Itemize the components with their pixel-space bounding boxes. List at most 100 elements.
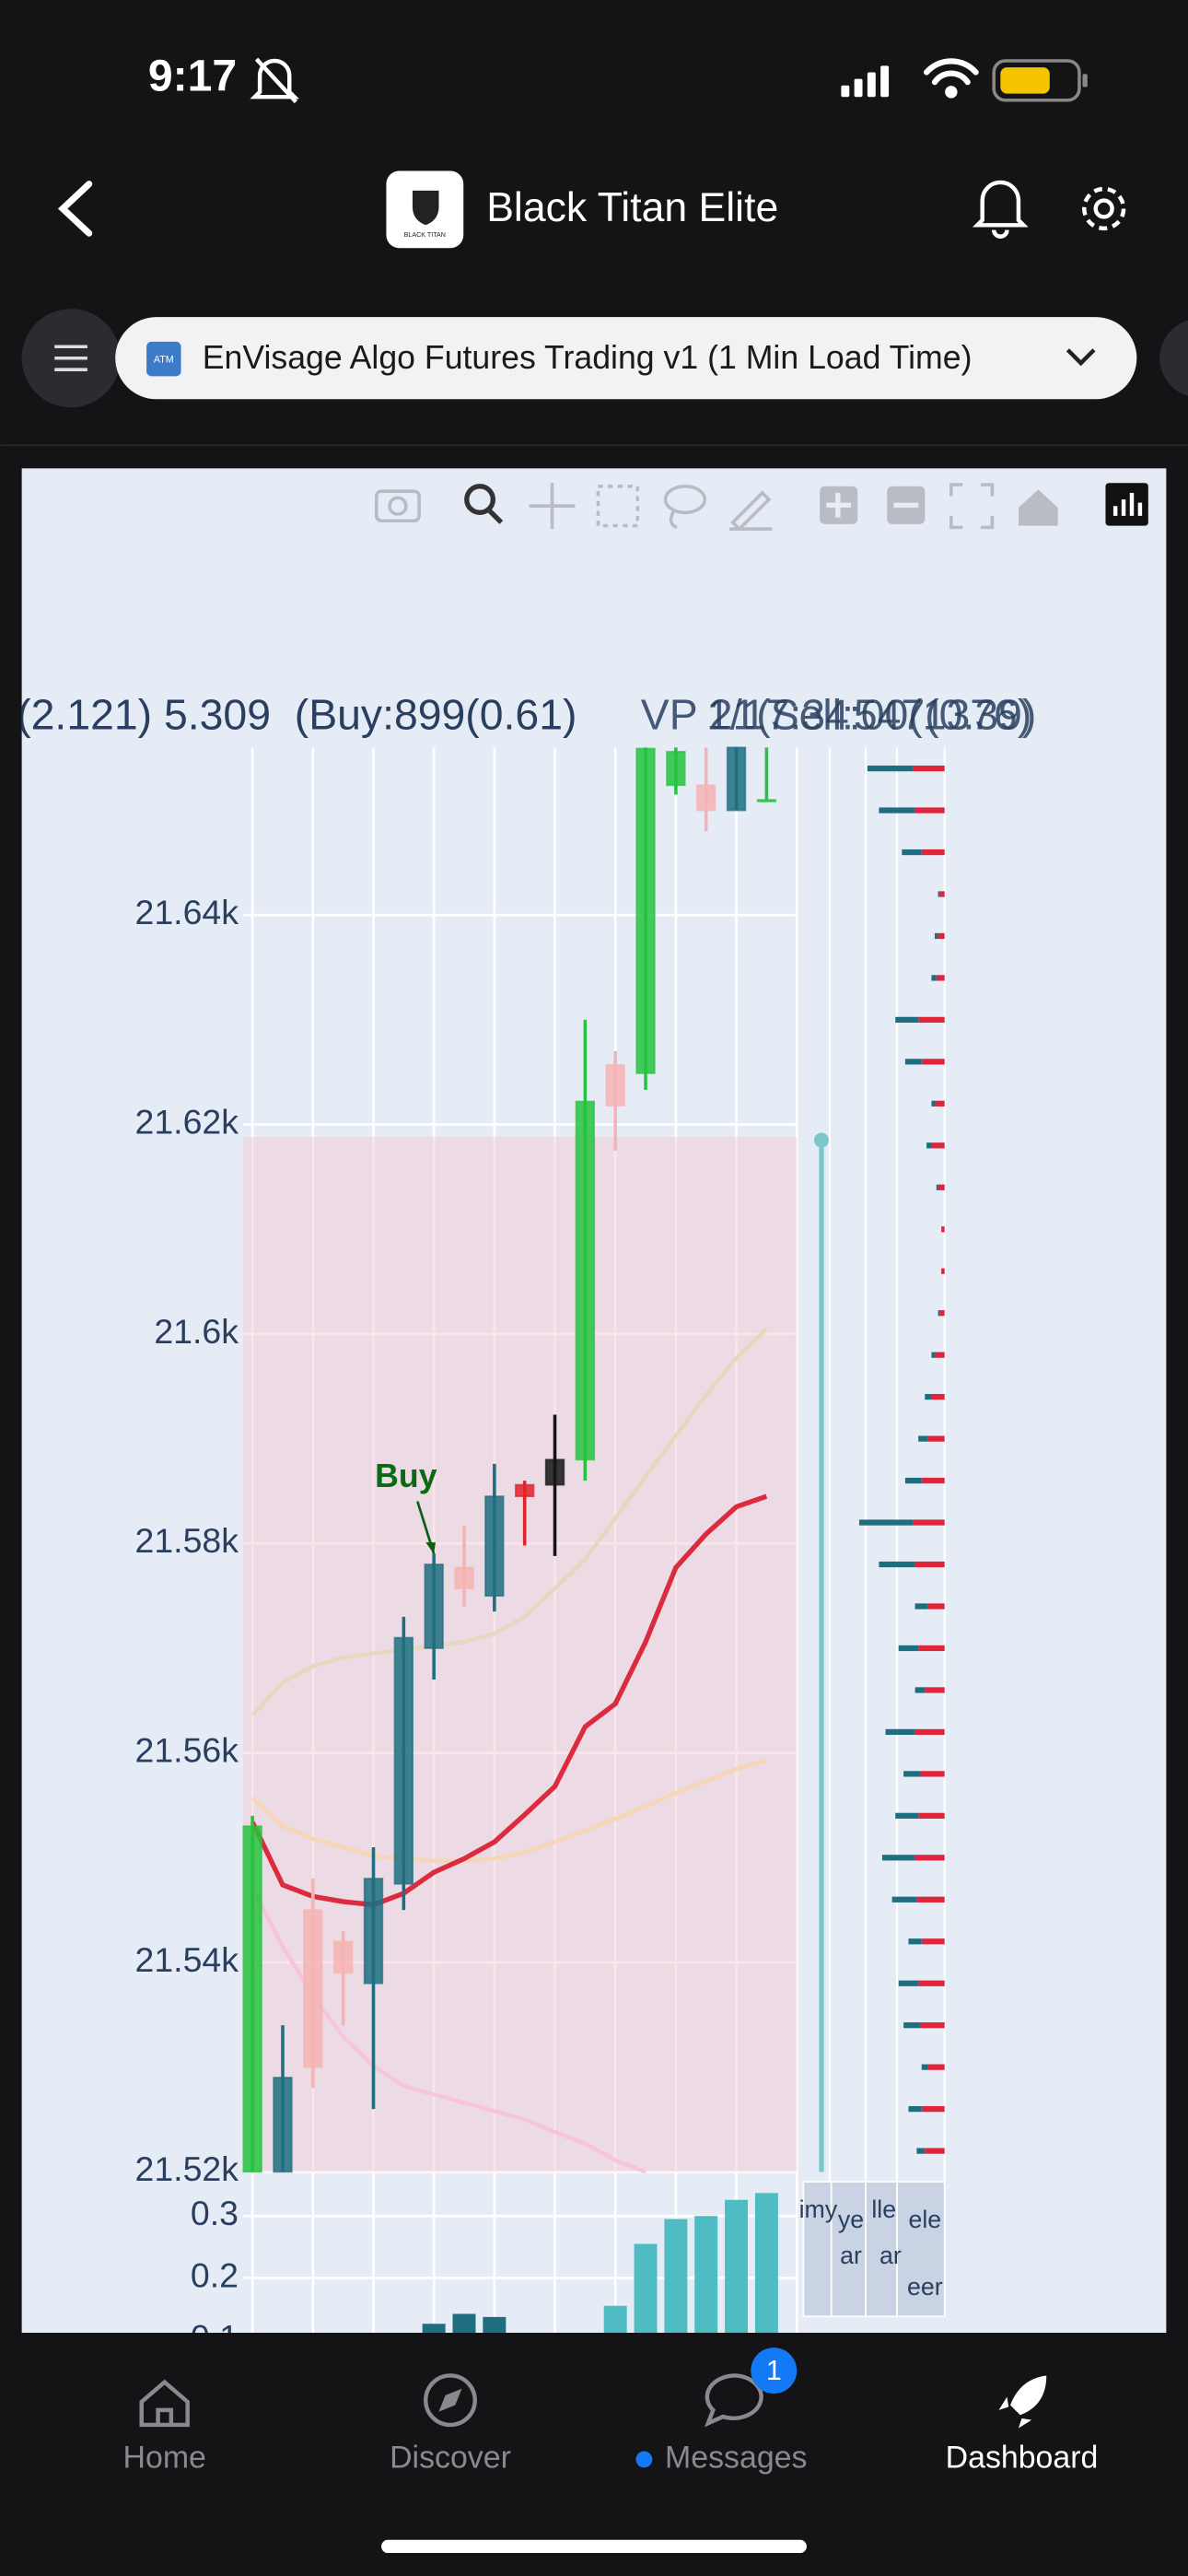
profile-buy [881,1855,915,1861]
vp-marker [813,1132,829,1148]
profile-sell [935,1100,945,1107]
dashboard-icon [998,2375,1047,2429]
profile-buy [895,1812,919,1819]
profile-buy [898,1980,919,1986]
ma-line [250,1327,768,1717]
data: 21.52k 21.54k 21.56k 21.58k 21.6k 21.62k 21.64… [17,690,1036,2357]
profile-buy [904,1477,922,1484]
profile-buy [925,1394,932,1400]
compass-needle [438,2388,462,2412]
home-tab[interactable]: Home [123,2379,206,2476]
tab-label: Discover [390,2440,511,2475]
selector-badge: ATM [154,354,174,365]
candle-body [242,1825,262,2173]
profile-sell [925,2148,945,2154]
settings-button[interactable] [1082,186,1126,231]
profile-buy [914,1687,926,1693]
autoscale-button[interactable] [949,483,995,530]
legend-table-text: ele [908,2206,941,2233]
profile-buy [879,1561,915,1568]
home-icon [139,2379,190,2428]
next-button[interactable] [1159,319,1188,398]
profile-sell [921,1059,945,1065]
y-tick-label: 0.2 [191,2255,239,2294]
profile-sell [914,807,945,814]
discover-tab[interactable]: Discover [390,2373,511,2475]
profile-sell [914,1728,945,1736]
candle-body [756,799,777,802]
volume-bar [452,2313,476,2334]
messages-tab[interactable]: 1 Messages [635,2348,807,2475]
back-button[interactable] [57,181,93,237]
legend-table [802,2181,946,2318]
home-indicator [381,2539,807,2554]
badge-count: 1 [766,2356,782,2386]
profile-sell [941,1268,945,1274]
y-tick-label: 21.62k [135,1102,239,1141]
status-time: 9:17 [148,51,237,100]
tab-label: Dashboard [946,2440,1099,2475]
profile-sell [913,765,945,772]
draw-button[interactable] [729,490,773,532]
volume-bar [754,2193,778,2334]
profile-sell [918,1812,945,1819]
camera-button[interactable] [374,489,421,523]
volume-bar [483,2316,507,2334]
profile-sell [927,1435,945,1442]
profile-sell [921,1938,945,1945]
tab-label: Home [123,2440,206,2475]
candle-body [484,1495,505,1598]
candle-body [605,1063,625,1107]
ma-line [250,1758,767,1863]
profile-sell [921,849,945,856]
unread-dot [635,2451,653,2468]
volume-bar [422,2324,446,2334]
annotation: Buy [375,1458,437,1494]
y-tick-label: 0.1 [191,2318,239,2357]
profile-sell [935,1352,945,1358]
legend-table-text: ar [840,2242,862,2269]
profile-sell [916,1896,945,1903]
badge [751,2348,798,2395]
header-title: Black Titan Elite [486,185,778,230]
profile-sell [931,1142,945,1149]
candle-body [454,1566,474,1590]
profile-buy [879,807,915,814]
profile-buy [885,1728,915,1736]
y-tick-label: 21.58k [135,1521,239,1560]
dashboard-tab[interactable]: Dashboard [946,2375,1099,2475]
profile-sell [938,932,945,940]
profile-sell [939,891,945,897]
candle-body [635,747,656,1074]
wifi-icon [923,58,979,99]
candle-body [726,746,747,812]
notifications-button[interactable] [972,180,1029,239]
profile-sell [941,1226,945,1233]
profile-sell [939,1310,945,1317]
profile-buy [902,849,922,856]
candle-body [363,1878,384,1985]
lasso-button[interactable] [663,485,707,515]
y-tick-label: 21.6k [154,1312,239,1351]
overlay-text: (2.121) 5.309 (Buy:899(0.61) [17,690,577,738]
profile-buy [918,1435,928,1442]
zoom-button[interactable] [464,484,496,516]
profile-sell [914,1855,945,1861]
profile-sell [919,2022,945,2029]
strategy-selector[interactable] [115,317,1137,400]
pan-button[interactable] [529,483,576,530]
profile-buy [858,1519,914,1526]
volume-bar [694,2216,718,2334]
candle-body [273,2077,293,2173]
profile-buy [926,1142,932,1149]
profile-sell [921,1477,945,1484]
profile-sell [919,1771,945,1777]
volume-bar [634,2243,658,2334]
profile-sell [921,2106,945,2113]
discover-icon [423,2373,477,2428]
y-tick-label: 0.3 [191,2194,239,2232]
profile-sell [938,1184,945,1190]
volume-bar [664,2219,688,2334]
reset-button[interactable] [1018,489,1058,526]
